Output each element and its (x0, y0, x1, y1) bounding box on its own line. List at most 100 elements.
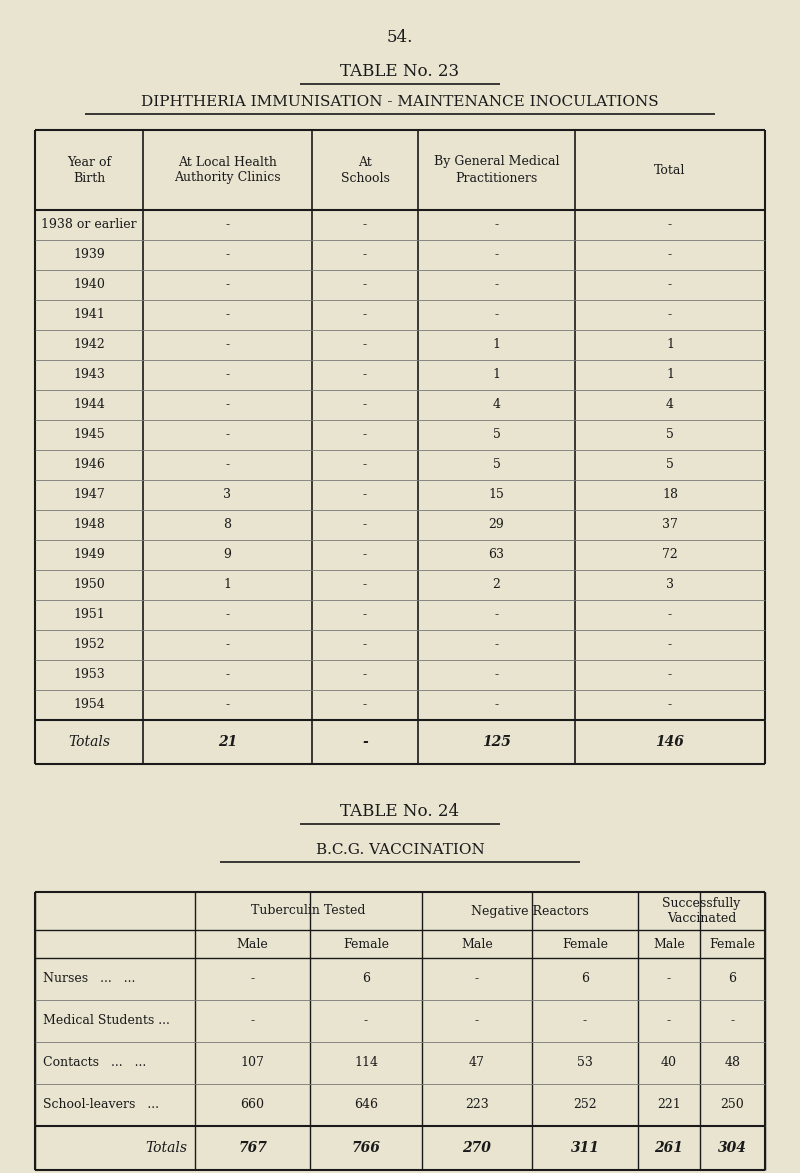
Text: 766: 766 (351, 1141, 381, 1155)
Text: Female: Female (343, 937, 389, 950)
Text: -: - (363, 638, 367, 651)
Text: Practitioners: Practitioners (455, 171, 538, 184)
Text: 5: 5 (666, 459, 674, 472)
Text: 1938 or earlier: 1938 or earlier (41, 218, 137, 231)
Text: -: - (226, 399, 230, 412)
Text: -: - (494, 669, 498, 682)
Text: 72: 72 (662, 549, 678, 562)
Text: 646: 646 (354, 1098, 378, 1112)
Text: -: - (668, 609, 672, 622)
Text: 2: 2 (493, 578, 501, 591)
Text: 1954: 1954 (73, 698, 105, 712)
Text: Vaccinated: Vaccinated (667, 913, 736, 925)
Text: -: - (363, 459, 367, 472)
Text: 6: 6 (729, 972, 737, 985)
Text: -: - (363, 308, 367, 321)
Text: Nurses   ...   ...: Nurses ... ... (43, 972, 135, 985)
Text: Female: Female (710, 937, 755, 950)
Text: 1946: 1946 (73, 459, 105, 472)
Text: 1939: 1939 (73, 249, 105, 262)
Text: 221: 221 (657, 1098, 681, 1112)
Text: Year of: Year of (67, 156, 111, 169)
Text: -: - (583, 1015, 587, 1028)
Text: -: - (226, 698, 230, 712)
Text: 1: 1 (223, 578, 231, 591)
Text: -: - (363, 549, 367, 562)
Text: 1948: 1948 (73, 518, 105, 531)
Text: -: - (363, 249, 367, 262)
Text: 660: 660 (241, 1098, 265, 1112)
Text: 311: 311 (570, 1141, 599, 1155)
Text: TABLE No. 23: TABLE No. 23 (341, 63, 459, 81)
Text: 1: 1 (666, 368, 674, 381)
Text: -: - (363, 578, 367, 591)
Text: -: - (250, 972, 254, 985)
Text: Total: Total (654, 163, 686, 176)
Text: 1: 1 (493, 339, 501, 352)
Text: 8: 8 (223, 518, 231, 531)
Text: 40: 40 (661, 1057, 677, 1070)
Text: 1953: 1953 (73, 669, 105, 682)
Text: 1945: 1945 (73, 428, 105, 441)
Text: Contacts   ...   ...: Contacts ... ... (43, 1057, 146, 1070)
Text: 223: 223 (465, 1098, 489, 1112)
Text: -: - (226, 339, 230, 352)
Text: -: - (475, 972, 479, 985)
Text: -: - (250, 1015, 254, 1028)
Text: -: - (494, 249, 498, 262)
Text: -: - (226, 218, 230, 231)
Text: 250: 250 (721, 1098, 744, 1112)
Text: At Local Health: At Local Health (178, 156, 277, 169)
Text: Female: Female (562, 937, 608, 950)
Text: 270: 270 (462, 1141, 491, 1155)
Text: -: - (226, 249, 230, 262)
Text: 107: 107 (241, 1057, 265, 1070)
Text: -: - (226, 609, 230, 622)
Text: -: - (363, 339, 367, 352)
Text: 4: 4 (493, 399, 501, 412)
Text: 114: 114 (354, 1057, 378, 1070)
Text: -: - (494, 308, 498, 321)
Text: -: - (363, 218, 367, 231)
Text: -: - (667, 972, 671, 985)
Text: -: - (668, 669, 672, 682)
Text: By General Medical: By General Medical (434, 156, 559, 169)
Text: Male: Male (237, 937, 268, 950)
Text: 3: 3 (223, 488, 231, 502)
Text: -: - (226, 638, 230, 651)
Text: Authority Clinics: Authority Clinics (174, 171, 281, 184)
Text: -: - (668, 698, 672, 712)
Text: 125: 125 (482, 735, 511, 750)
Text: 48: 48 (725, 1057, 741, 1070)
Text: 1: 1 (493, 368, 501, 381)
Text: Successfully: Successfully (662, 896, 741, 909)
Text: -: - (475, 1015, 479, 1028)
Text: Totals: Totals (145, 1141, 187, 1155)
Text: -: - (226, 428, 230, 441)
Text: 6: 6 (581, 972, 589, 985)
Text: -: - (494, 278, 498, 292)
Text: -: - (363, 488, 367, 502)
Text: 1: 1 (666, 339, 674, 352)
Text: 1943: 1943 (73, 368, 105, 381)
Text: -: - (363, 669, 367, 682)
Text: 21: 21 (218, 735, 237, 750)
Text: -: - (226, 368, 230, 381)
Text: -: - (363, 278, 367, 292)
Text: 1952: 1952 (73, 638, 105, 651)
Text: 146: 146 (655, 735, 685, 750)
Text: -: - (226, 308, 230, 321)
Text: 18: 18 (662, 488, 678, 502)
Text: -: - (668, 638, 672, 651)
Text: 1941: 1941 (73, 308, 105, 321)
Text: 5: 5 (666, 428, 674, 441)
Text: 47: 47 (469, 1057, 485, 1070)
Text: -: - (363, 399, 367, 412)
Text: -: - (363, 698, 367, 712)
Text: 15: 15 (489, 488, 505, 502)
Text: -: - (494, 218, 498, 231)
Text: -: - (363, 428, 367, 441)
Text: 1947: 1947 (73, 488, 105, 502)
Text: 1940: 1940 (73, 278, 105, 292)
Text: School-leavers   ...: School-leavers ... (43, 1098, 159, 1112)
